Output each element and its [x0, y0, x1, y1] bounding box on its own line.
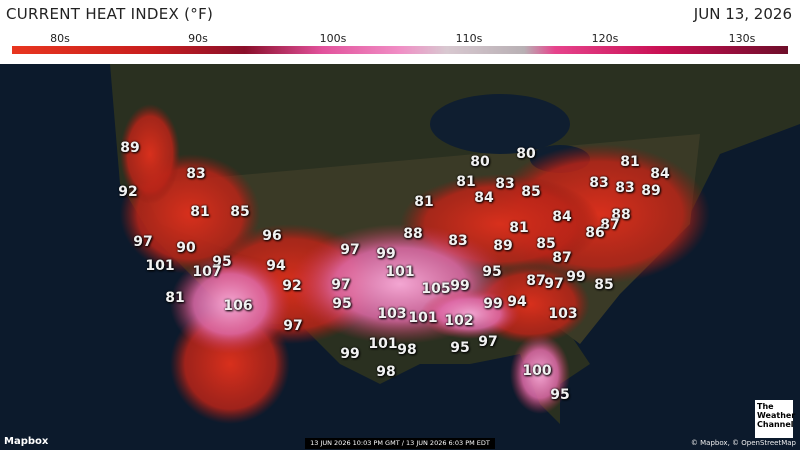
heat-index-reading: 84: [474, 190, 494, 206]
legend-label: 90s: [188, 32, 208, 45]
heat-index-reading: 83: [615, 180, 635, 196]
heat-index-reading: 85: [536, 236, 556, 252]
heat-index-reading: 88: [611, 207, 631, 223]
heat-index-reading: 81: [190, 204, 210, 220]
heat-index-reading: 96: [262, 228, 282, 244]
heat-index-reading: 97: [133, 234, 153, 250]
heat-index-reading: 85: [521, 184, 541, 200]
heat-index-reading: 99: [483, 296, 503, 312]
heat-index-reading: 85: [230, 204, 250, 220]
heat-index-reading: 97: [544, 276, 564, 292]
heat-index-reading: 100: [522, 363, 552, 379]
heat-index-reading: 97: [331, 277, 351, 293]
map-background: [0, 64, 800, 450]
heat-index-reading: 81: [456, 174, 476, 190]
heat-index-reading: 89: [120, 140, 140, 156]
legend-label: 120s: [591, 32, 619, 45]
heat-index-reading: 89: [493, 238, 513, 254]
heat-index-reading: 107: [192, 264, 222, 280]
date: JUN 13, 2026: [693, 5, 792, 23]
heat-index-reading: 99: [566, 269, 586, 285]
title: CURRENT HEAT INDEX (°F): [6, 5, 214, 23]
heat-index-reading: 81: [165, 290, 185, 306]
heat-index-reading: 90: [176, 240, 196, 256]
heat-index-reading: 98: [397, 342, 417, 358]
heat-index-reading: 83: [186, 166, 206, 182]
heat-index-reading: 101: [145, 258, 175, 274]
heat-index-reading: 103: [548, 306, 578, 322]
heat-index-reading: 97: [340, 242, 360, 258]
heat-index-reading: 81: [620, 154, 640, 170]
heat-index-reading: 83: [589, 175, 609, 191]
heat-index-reading: 98: [376, 364, 396, 380]
attribution[interactable]: © Mapbox, © OpenStreetMap: [690, 439, 796, 447]
map: 89 83 92 81 85 96 97 90 101 95 107 94 92 81 106 97 97 99 8…: [0, 64, 800, 450]
heat-index-reading: 97: [283, 318, 303, 334]
legend-label: 130s: [728, 32, 756, 45]
heat-index-reading: 95: [212, 254, 232, 270]
heat-index-reading: 84: [650, 166, 670, 182]
legend-label: 100s: [319, 32, 347, 45]
heat-index-reading: 105: [421, 281, 451, 297]
heat-index-reading: 95: [482, 264, 502, 280]
heat-index-reading: 89: [641, 183, 661, 199]
legend-label: 80s: [50, 32, 70, 45]
heat-index-reading: 81: [509, 220, 529, 236]
heat-index-reading: 99: [340, 346, 360, 362]
legend-label: 110s: [455, 32, 483, 45]
heat-index-reading: 87: [526, 273, 546, 289]
heat-index-reading: 95: [450, 340, 470, 356]
heat-index-reading: 84: [552, 209, 572, 225]
weather-channel-logo: The Weather Channel: [755, 400, 795, 438]
heat-index-reading: 94: [507, 294, 527, 310]
heat-index-reading: 95: [550, 387, 570, 403]
heat-index-reading: 81: [414, 194, 434, 210]
heat-index-reading: 83: [495, 176, 515, 192]
heat-index-reading: 86: [585, 225, 605, 241]
heat-index-reading: 94: [266, 258, 286, 274]
heat-index-reading: 97: [478, 334, 498, 350]
mapbox-logo: Mapbox: [4, 436, 49, 447]
heat-index-reading: 85: [594, 277, 614, 293]
heat-index-reading: 92: [282, 278, 302, 294]
heat-index-reading: 102: [444, 313, 474, 329]
legend-bar: [12, 46, 788, 54]
heat-index-reading: 99: [450, 278, 470, 294]
header: CURRENT HEAT INDEX (°F) JUN 13, 2026 80s…: [0, 0, 800, 64]
heat-index-reading: 80: [470, 154, 490, 170]
heat-index-reading: 101: [385, 264, 415, 280]
heat-index-reading: 80: [516, 146, 536, 162]
heat-index-reading: 103: [377, 306, 407, 322]
heat-index-reading: 95: [332, 296, 352, 312]
heat-index-reading: 88: [403, 226, 423, 242]
heat-index-reading: 101: [408, 310, 438, 326]
heat-index-reading: 92: [118, 184, 138, 200]
heat-index-reading: 101: [368, 336, 398, 352]
heat-index-reading: 87: [600, 217, 620, 233]
heat-index-reading: 87: [552, 250, 572, 266]
heat-index-reading: 106: [223, 298, 253, 314]
heat-index-reading: 99: [376, 246, 396, 262]
timestamp: 13 JUN 2026 10:03 PM GMT / 13 JUN 2026 6…: [305, 438, 495, 449]
heat-index-reading: 83: [448, 233, 468, 249]
